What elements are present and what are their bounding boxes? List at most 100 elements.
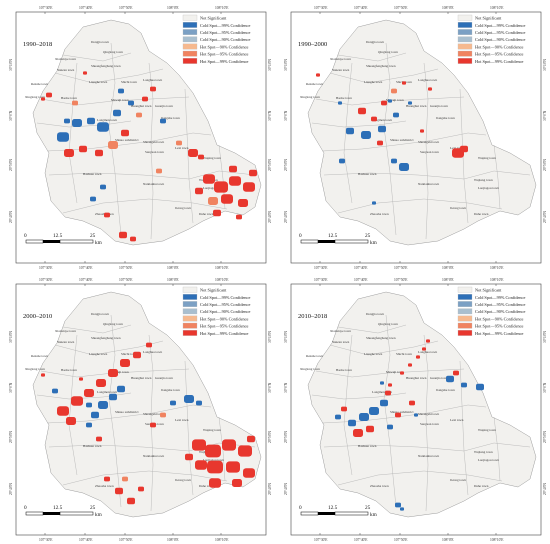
town-label: Shuangshi town [418,412,440,416]
town-label: Shisuo subdistrict [390,138,414,142]
scale-label: 25 [365,233,371,239]
legend-swatch [182,22,198,28]
latitude-label: 29°40′N [9,483,13,495]
legend-swatch [457,43,473,50]
legend-label: Not Significant [475,16,502,21]
town-label: Luojiagou town [478,186,499,190]
latitude-label: 30°0′N [284,110,288,121]
legend-swatch [457,29,473,35]
hotspot-patch [113,109,121,117]
longitude-label: 107°50′E [394,278,408,282]
town-label: Lexi town [450,146,464,150]
hotspot-patch [420,129,424,133]
town-label: Shichi town [121,352,137,356]
legend-swatch [182,58,198,64]
town-label: Jizong town [450,478,466,482]
legend: Not Significant Cold Spot—99% Confidence C… [182,286,250,336]
town-label: Shuangfenghang town [366,64,396,68]
town-label: Sanyuan town [145,150,164,154]
town-label: Dahe town [199,484,214,488]
hotspot-patch [409,400,415,406]
hotspot-patch [243,468,255,478]
latitude-label: 29°50′N [543,159,547,171]
longitude-label: 108°0′E [442,266,454,270]
hotspot-patch [115,487,123,495]
town-label: Wuping town [478,428,496,432]
longitude-label: 108°10′E [215,278,229,282]
hotspot-patch [446,375,454,383]
hotspot-patch [359,413,369,421]
town-label: Nantianhu town [418,454,440,458]
hotspot-patch [146,342,152,348]
longitude-label: 108°0′E [167,6,179,10]
longitude-label: 108°0′E [442,278,454,282]
hotspot-patch [238,199,248,207]
scale-unit: km [370,512,378,518]
scale-label: 0 [299,505,302,511]
township-boundaries [36,314,256,512]
latitude-label: 29°40′N [543,211,547,223]
town-label: Xianxiaye town [330,329,351,333]
town-label: Wujiang town [474,450,493,454]
town-label: Huanghui town [406,104,427,108]
town-label: Xianxiaye town [55,329,76,333]
hotspot-patch [120,359,130,367]
latitude-label: 29°50′N [284,431,288,443]
town-label: Qinglong town [378,50,398,54]
town-label: Mawuji town [386,98,404,102]
legend-swatch [457,294,473,300]
legend-swatch [457,286,473,293]
town-label: Shuangshi town [143,412,165,416]
town-label: Wuping town [478,156,496,160]
town-label: Huanghui town [131,376,152,380]
hotspot-patch [361,131,371,139]
hotspot-patch [198,154,204,160]
legend-swatch [182,315,198,322]
hotspot-patch [142,96,148,102]
map-panel-4: 107°30′E 107°40′E 107°50′E 108°0′E 108°10′E … [278,275,547,544]
hotspot-patch [461,382,467,388]
latitude-label: 29°50′N [543,431,547,443]
hotspot-patch [160,412,166,418]
hotspot-patch [232,479,242,487]
longitude-label: 108°0′E [442,6,454,10]
town-label: Shuangfenghang town [366,336,396,340]
town-label: Lianghe town [364,80,383,84]
longitude-label: 108°10′E [215,266,229,270]
scale-bar: 0 12.5 25 km [299,505,378,518]
longitude-label: 107°40′E [79,266,93,270]
hotspot-patch [79,377,83,381]
legend-label: Hot Spot—90% Confidence [200,44,249,49]
legend-swatch [457,50,473,57]
scale-label: 25 [90,505,96,511]
town-label: Qinglong town [378,322,398,326]
town-label: Jizong town [450,206,466,210]
hotspot-patch [422,347,426,351]
hotspot-patch [52,388,58,394]
hotspot-patch [346,127,354,135]
hotspot-patch [98,401,108,409]
hotspot-patch [338,101,342,105]
hotspot-patch [366,425,374,433]
town-label: Luojiagou town [203,186,224,190]
town-label: Zhaosha town [370,484,389,488]
latitude-label: 30°0′N [9,382,13,393]
longitude-label: 107°50′E [394,266,408,270]
latitude-label: 30°10′N [9,331,13,343]
scale-label: 0 [24,505,27,511]
town-label: Renshe town [31,354,48,358]
town-label: Lexi town [175,146,189,150]
longitude-label: 107°30′E [39,6,53,10]
legend-label: Not Significant [200,288,227,293]
hotspot-patch [388,99,392,103]
hotspot-patch [46,92,52,98]
latitude-label: 30°10′N [268,59,272,71]
hotspot-patch [41,373,45,377]
legend-swatch [182,330,198,336]
latitude-label: 29°50′N [268,159,272,171]
town-label: Yunzan town [332,68,350,72]
longitude-label: 108°10′E [490,278,504,282]
town-label: Guanjia town [155,376,173,380]
hotspot-patch [249,169,257,177]
longitude-label: 108°0′E [167,266,179,270]
